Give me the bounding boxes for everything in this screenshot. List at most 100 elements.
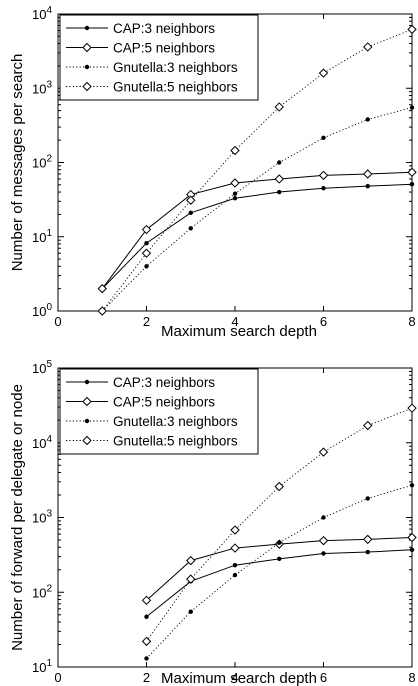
data-point bbox=[232, 191, 238, 196]
legend-box bbox=[59, 368, 259, 455]
data-point bbox=[318, 68, 329, 78]
data-point bbox=[141, 636, 152, 647]
data-point bbox=[321, 551, 326, 556]
legend-label: Gnutella:3 neighbors bbox=[113, 60, 238, 75]
data-point bbox=[274, 174, 284, 184]
x-tick-label: 4 bbox=[231, 670, 238, 685]
y-tick-label: 103 bbox=[32, 509, 52, 526]
y-axis-title: Number of forward per delegate or node bbox=[9, 384, 26, 651]
legend: CAP:3 neighbors CAP:5 neighbors Gnutella:3… bbox=[59, 14, 259, 101]
data-point bbox=[230, 525, 240, 535]
series-line bbox=[101, 107, 413, 312]
data-point bbox=[97, 306, 107, 316]
legend-marker bbox=[84, 25, 90, 31]
x-tick-label: 8 bbox=[408, 314, 415, 329]
data-point bbox=[144, 614, 149, 619]
y-tick-label: 101 bbox=[32, 228, 52, 245]
data-point bbox=[230, 145, 240, 156]
data-point bbox=[321, 135, 326, 141]
data-point bbox=[188, 210, 193, 216]
series-3 bbox=[97, 24, 417, 316]
data-point bbox=[321, 186, 326, 191]
data-point bbox=[409, 105, 415, 110]
x-tick-label: 2 bbox=[143, 314, 150, 329]
data-point bbox=[318, 170, 329, 181]
y-axis-title: Number of messages per search bbox=[9, 54, 26, 272]
data-point bbox=[274, 102, 284, 112]
x-axis-title: Maximum search depth bbox=[161, 323, 317, 340]
legend-label: CAP:3 neighbors bbox=[113, 375, 215, 390]
legend-label: Gnutella:5 neighbors bbox=[113, 434, 238, 449]
x-tick-label: 6 bbox=[320, 670, 327, 685]
x-tick-label: 2 bbox=[143, 670, 150, 685]
data-point bbox=[141, 595, 152, 606]
data-point bbox=[186, 574, 196, 584]
data-point bbox=[277, 160, 282, 165]
data-point bbox=[321, 515, 326, 520]
data-point bbox=[232, 572, 238, 578]
legend-marker bbox=[82, 396, 92, 407]
y-tick-label: 104 bbox=[32, 5, 52, 22]
data-point bbox=[232, 196, 238, 201]
legend-marker bbox=[84, 379, 90, 385]
series-2 bbox=[144, 483, 415, 661]
series-2 bbox=[100, 105, 415, 314]
data-point bbox=[144, 656, 149, 661]
legend-label: Gnutella:5 neighbors bbox=[113, 80, 238, 95]
series-line bbox=[101, 183, 413, 289]
data-point bbox=[318, 535, 329, 546]
y-tick-label: 105 bbox=[32, 359, 52, 376]
data-point bbox=[363, 169, 373, 179]
y-tick-label: 101 bbox=[32, 658, 52, 675]
x-axis-title: Maximum search depth bbox=[161, 670, 317, 686]
data-point bbox=[141, 224, 152, 235]
data-point bbox=[407, 532, 417, 543]
y-tick-label: 100 bbox=[32, 302, 52, 319]
data-point bbox=[363, 534, 373, 545]
series-3 bbox=[141, 403, 417, 647]
legend-marker bbox=[82, 435, 92, 446]
data-point bbox=[186, 195, 196, 205]
data-point bbox=[365, 183, 370, 189]
legend-box bbox=[59, 14, 259, 101]
data-point bbox=[407, 403, 417, 413]
data-point bbox=[409, 547, 415, 552]
series-line bbox=[101, 171, 413, 289]
data-point bbox=[407, 24, 417, 35]
y-tick-label: 102 bbox=[32, 154, 52, 171]
series-0 bbox=[144, 547, 415, 619]
chart-forward-per-delegate: 0 2 4 6 8 101 102 103 104 105 Maximum search depth… bbox=[9, 359, 417, 686]
x-tick-label: 8 bbox=[408, 670, 415, 685]
x-tick-label: 6 bbox=[320, 314, 327, 329]
x-tick-label: 0 bbox=[54, 670, 61, 685]
data-point bbox=[277, 540, 282, 545]
data-point bbox=[365, 117, 370, 122]
legend-marker bbox=[82, 81, 92, 92]
data-point bbox=[144, 264, 149, 269]
data-point bbox=[97, 283, 107, 294]
y-tick-label: 104 bbox=[32, 434, 52, 451]
y-tick-label: 103 bbox=[32, 79, 52, 96]
data-point bbox=[230, 178, 240, 188]
legend-label: CAP:3 neighbors bbox=[113, 21, 215, 36]
legend-marker bbox=[82, 42, 92, 53]
data-point bbox=[318, 447, 329, 457]
data-point bbox=[188, 609, 193, 614]
y-tick-label: 102 bbox=[32, 583, 52, 600]
data-point bbox=[141, 248, 152, 258]
legend-marker bbox=[84, 418, 90, 424]
data-point bbox=[407, 167, 417, 177]
x-tick-label: 0 bbox=[54, 314, 61, 329]
data-point bbox=[277, 189, 282, 195]
data-point bbox=[363, 42, 373, 52]
series-1 bbox=[97, 167, 417, 294]
data-point bbox=[274, 481, 284, 492]
legend-label: CAP:5 neighbors bbox=[113, 41, 215, 56]
x-tick-label: 4 bbox=[231, 314, 238, 329]
series-line bbox=[146, 484, 413, 659]
legend-marker bbox=[84, 64, 90, 70]
data-point bbox=[230, 543, 240, 553]
data-point bbox=[277, 556, 282, 562]
chart-messages-per-search: 0 2 4 6 8 100 101 102 103 104 Maximum search depth… bbox=[9, 5, 417, 340]
